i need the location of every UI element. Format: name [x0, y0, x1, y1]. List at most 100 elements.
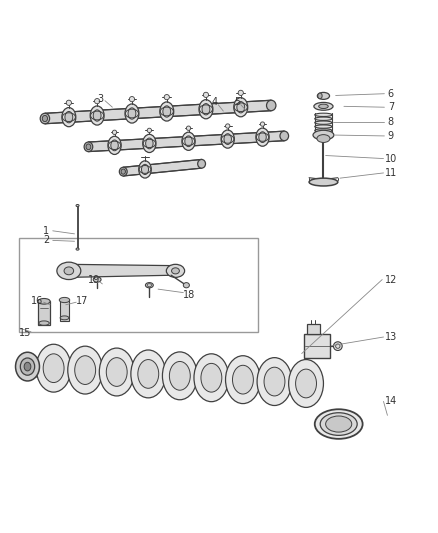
Ellipse shape	[90, 106, 104, 125]
Ellipse shape	[15, 352, 39, 381]
Ellipse shape	[141, 164, 148, 174]
Circle shape	[238, 90, 244, 95]
Text: 6: 6	[388, 88, 394, 99]
Ellipse shape	[309, 178, 338, 186]
Ellipse shape	[256, 128, 269, 146]
Polygon shape	[123, 159, 201, 176]
Text: 17: 17	[76, 296, 88, 306]
Circle shape	[66, 100, 71, 106]
Text: 1: 1	[43, 226, 49, 236]
Circle shape	[333, 342, 342, 351]
Ellipse shape	[259, 132, 266, 142]
Polygon shape	[45, 100, 271, 124]
Ellipse shape	[119, 167, 127, 176]
Text: 10: 10	[385, 154, 397, 164]
Ellipse shape	[318, 92, 329, 99]
Ellipse shape	[267, 100, 276, 111]
Ellipse shape	[20, 358, 35, 375]
Ellipse shape	[138, 360, 159, 388]
Polygon shape	[88, 131, 284, 151]
Ellipse shape	[199, 100, 213, 119]
Ellipse shape	[99, 348, 134, 396]
Ellipse shape	[314, 102, 333, 110]
Ellipse shape	[121, 169, 125, 174]
Ellipse shape	[24, 362, 31, 371]
Text: 12: 12	[385, 274, 397, 285]
Text: 7: 7	[388, 102, 394, 112]
Ellipse shape	[64, 267, 74, 275]
Text: 15: 15	[19, 328, 32, 337]
Ellipse shape	[315, 113, 332, 117]
Text: 5: 5	[234, 97, 240, 107]
Ellipse shape	[76, 205, 79, 207]
Ellipse shape	[84, 142, 93, 151]
Ellipse shape	[172, 268, 180, 274]
Ellipse shape	[234, 98, 248, 117]
Bar	[60, 300, 69, 321]
Ellipse shape	[313, 130, 334, 140]
Circle shape	[164, 94, 170, 100]
Ellipse shape	[40, 114, 49, 124]
Ellipse shape	[57, 262, 81, 279]
Ellipse shape	[315, 409, 363, 439]
Ellipse shape	[125, 104, 139, 123]
Ellipse shape	[315, 129, 332, 132]
Ellipse shape	[106, 358, 127, 386]
Bar	[39, 301, 49, 325]
Ellipse shape	[325, 416, 352, 432]
Ellipse shape	[76, 248, 79, 250]
Ellipse shape	[146, 138, 153, 149]
Ellipse shape	[320, 413, 357, 435]
Ellipse shape	[226, 356, 260, 403]
Ellipse shape	[315, 117, 332, 120]
Ellipse shape	[257, 358, 292, 406]
Ellipse shape	[143, 134, 156, 152]
Ellipse shape	[75, 356, 95, 384]
Ellipse shape	[86, 144, 91, 150]
Ellipse shape	[93, 110, 101, 121]
Text: 18: 18	[183, 290, 195, 300]
Ellipse shape	[36, 344, 71, 392]
Ellipse shape	[224, 134, 231, 144]
Ellipse shape	[182, 132, 195, 150]
Ellipse shape	[162, 352, 197, 400]
Ellipse shape	[131, 350, 166, 398]
Ellipse shape	[233, 365, 253, 394]
Ellipse shape	[319, 104, 328, 109]
Polygon shape	[28, 357, 315, 393]
Ellipse shape	[264, 367, 285, 396]
Ellipse shape	[128, 108, 136, 119]
Ellipse shape	[221, 130, 234, 148]
Bar	[19, 238, 258, 332]
Text: 8: 8	[388, 117, 394, 127]
Ellipse shape	[201, 364, 222, 392]
Ellipse shape	[59, 297, 70, 303]
Ellipse shape	[111, 140, 118, 151]
Text: 11: 11	[385, 168, 397, 178]
Ellipse shape	[139, 161, 151, 178]
Ellipse shape	[296, 369, 317, 398]
Text: 4: 4	[212, 97, 218, 107]
Circle shape	[95, 99, 100, 104]
Bar	[304, 334, 330, 358]
Ellipse shape	[237, 102, 245, 113]
Ellipse shape	[315, 125, 332, 128]
Ellipse shape	[68, 346, 102, 394]
Text: 13: 13	[385, 332, 397, 342]
Ellipse shape	[289, 360, 323, 407]
Polygon shape	[69, 264, 173, 277]
Text: 19: 19	[88, 276, 100, 286]
Ellipse shape	[38, 298, 50, 304]
Circle shape	[260, 122, 265, 126]
Text: 16: 16	[31, 296, 43, 306]
Ellipse shape	[317, 135, 330, 142]
Circle shape	[226, 124, 230, 128]
Text: 14: 14	[385, 397, 397, 407]
Ellipse shape	[108, 136, 121, 155]
Ellipse shape	[198, 159, 205, 168]
Text: 3: 3	[98, 94, 104, 104]
Ellipse shape	[93, 277, 101, 282]
Ellipse shape	[184, 282, 189, 288]
Ellipse shape	[194, 354, 229, 402]
Ellipse shape	[318, 93, 322, 99]
